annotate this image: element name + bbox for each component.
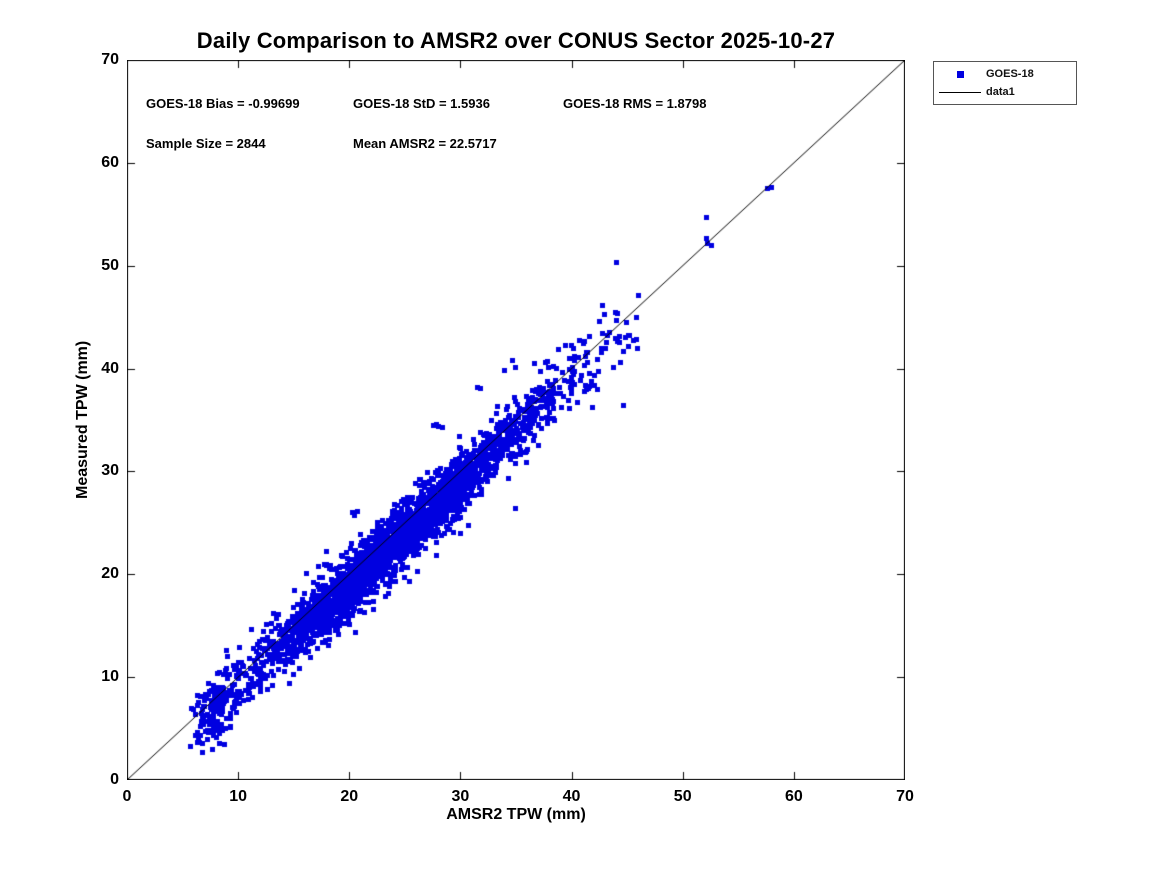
stat-rms: GOES-18 RMS = 1.8798: [563, 96, 707, 111]
y-tick-label: 40: [101, 359, 119, 377]
stat-std: GOES-18 StD = 1.5936: [353, 96, 490, 111]
x-tick-label: 60: [784, 788, 803, 805]
stat-mean-amsr2: Mean AMSR2 = 22.5717: [353, 136, 497, 151]
y-tick-label: 30: [101, 462, 119, 480]
y-tick-label: 60: [101, 153, 119, 171]
x-tick-label: 50: [673, 788, 692, 805]
x-tick-label: 20: [340, 788, 359, 805]
x-tick-label: 0: [122, 788, 132, 805]
x-tick-label: 70: [896, 788, 914, 805]
legend-label-goes18: GOES-18: [986, 68, 1034, 80]
y-tick-label: 70: [101, 51, 119, 68]
stat-sample-size: Sample Size = 2844: [146, 136, 266, 151]
x-tick-label: 40: [562, 788, 581, 805]
x-axis-label: AMSR2 TPW (mm): [446, 806, 586, 823]
legend-marker-line: [939, 91, 981, 93]
legend-marker-square: [956, 70, 964, 78]
x-tick-label: 30: [451, 788, 470, 805]
legend: GOES-18 data1: [933, 61, 1077, 105]
legend-item-goes18: GOES-18: [934, 65, 1076, 83]
y-tick-label: 50: [101, 256, 119, 274]
plot-canvas: [127, 60, 905, 780]
y-tick-label: 10: [101, 668, 119, 686]
x-tick-label: 10: [229, 788, 248, 805]
legend-item-data1: data1: [934, 83, 1076, 101]
y-tick-label: 20: [101, 565, 119, 583]
legend-line-icon: [934, 91, 986, 93]
legend-label-data1: data1: [986, 86, 1015, 98]
legend-square-icon: [934, 70, 986, 78]
chart-title: Daily Comparison to AMSR2 over CONUS Sec…: [196, 28, 836, 53]
y-tick-label: 0: [110, 771, 119, 788]
stat-bias: GOES-18 Bias = -0.99699: [146, 96, 300, 111]
